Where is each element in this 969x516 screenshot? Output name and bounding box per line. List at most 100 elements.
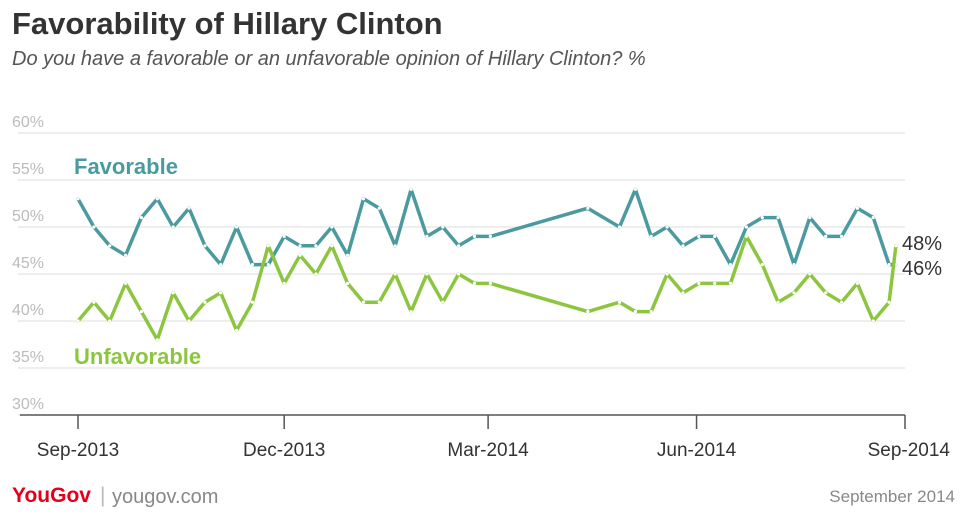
- data-point: [824, 234, 828, 238]
- data-point: [393, 272, 397, 276]
- data-point: [76, 197, 80, 201]
- data-point: [681, 291, 685, 295]
- data-point: [586, 310, 590, 314]
- data-point: [124, 281, 128, 285]
- data-point: [824, 291, 828, 295]
- data-point: [330, 244, 334, 248]
- data-point: [840, 234, 844, 238]
- series-label-favorable: Favorable: [74, 154, 178, 179]
- data-point: [314, 272, 318, 276]
- data-point: [108, 319, 112, 323]
- data-point: [728, 281, 733, 285]
- footer-date: September 2014: [829, 487, 955, 506]
- footer-separator: |: [100, 484, 106, 507]
- data-point: [441, 225, 445, 229]
- data-point: [441, 300, 445, 304]
- data-point: [361, 300, 366, 304]
- data-point: [488, 234, 492, 238]
- data-point: [808, 216, 812, 220]
- data-point: [586, 206, 590, 210]
- data-point: [744, 225, 749, 229]
- data-point: [776, 300, 780, 304]
- data-point: [425, 272, 429, 276]
- data-point: [457, 272, 461, 276]
- data-point: [409, 310, 413, 314]
- data-point: [171, 225, 175, 229]
- data-point: [235, 328, 239, 332]
- data-point: [314, 244, 318, 248]
- data-point: [108, 244, 112, 248]
- data-point: [171, 291, 175, 295]
- data-point: [649, 310, 653, 314]
- data-point: [649, 234, 653, 238]
- data-point: [665, 272, 669, 276]
- data-point: [219, 291, 223, 295]
- data-point: [855, 281, 860, 285]
- data-point: [894, 244, 898, 248]
- x-tick-label: Mar-2014: [447, 440, 529, 461]
- x-tick-label: Sep-2014: [868, 440, 951, 461]
- data-point: [250, 263, 255, 267]
- data-point: [266, 263, 270, 267]
- x-tick-label: Jun-2014: [657, 440, 737, 461]
- data-point: [155, 197, 159, 201]
- data-point: [187, 206, 191, 210]
- series-line-unfavorable: [76, 234, 898, 342]
- data-point: [346, 281, 350, 285]
- data-point: [760, 216, 764, 220]
- data-point: [887, 263, 891, 267]
- data-point: [377, 300, 381, 304]
- data-point: [744, 234, 749, 238]
- data-point: [266, 244, 270, 248]
- data-point: [840, 300, 844, 304]
- data-point: [76, 319, 80, 323]
- data-point: [808, 272, 812, 276]
- data-point: [697, 234, 701, 238]
- yougov-logo: YouGov: [12, 484, 91, 507]
- end-label-favorable: 46%: [902, 258, 942, 280]
- data-point: [472, 281, 477, 285]
- data-point: [665, 225, 669, 229]
- footer-site-link[interactable]: yougov.com: [112, 486, 219, 508]
- data-point: [713, 234, 717, 238]
- data-point: [617, 300, 622, 304]
- y-tick-label: 40%: [12, 302, 44, 319]
- data-point: [713, 281, 717, 285]
- data-point: [633, 187, 638, 191]
- data-point: [871, 216, 875, 220]
- data-point: [425, 234, 429, 238]
- data-point: [282, 281, 286, 285]
- data-point: [792, 291, 796, 295]
- data-point: [377, 206, 381, 210]
- data-point: [393, 244, 397, 248]
- data-point: [346, 253, 350, 257]
- data-point: [155, 338, 159, 342]
- data-point: [187, 319, 191, 323]
- data-point: [139, 216, 143, 220]
- data-point: [298, 253, 302, 257]
- data-point: [617, 225, 622, 229]
- data-point: [92, 225, 96, 229]
- data-point: [298, 244, 302, 248]
- data-point: [472, 234, 477, 238]
- y-tick-label: 60%: [12, 114, 44, 131]
- data-point: [203, 244, 207, 248]
- data-point: [855, 206, 860, 210]
- y-tick-label: 30%: [12, 396, 44, 413]
- y-tick-label: 50%: [12, 208, 44, 225]
- y-tick-label: 35%: [12, 349, 44, 366]
- data-point: [776, 216, 780, 220]
- x-tick-label: Dec-2013: [243, 440, 325, 461]
- page-subtitle: Do you have a favorable or an unfavorabl…: [12, 48, 646, 70]
- data-point: [330, 225, 334, 229]
- data-point: [728, 263, 733, 267]
- data-point: [203, 300, 207, 304]
- data-point: [697, 281, 701, 285]
- y-tick-label: 55%: [12, 161, 44, 178]
- data-point: [871, 319, 875, 323]
- data-point: [792, 263, 796, 267]
- data-point: [681, 244, 685, 248]
- page-title: Favorability of Hillary Clinton: [12, 6, 443, 41]
- data-point: [760, 263, 764, 267]
